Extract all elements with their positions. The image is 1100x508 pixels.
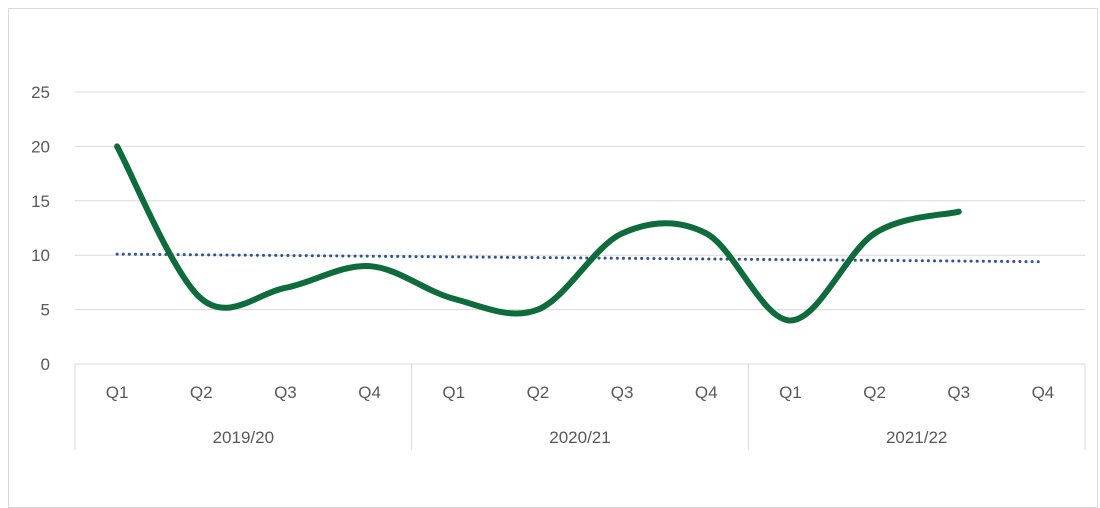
x-tick-label: Q3 [947,383,970,402]
plot-series [114,143,1045,324]
x-tick-label: Q4 [695,383,718,402]
x-tick-label: Q3 [611,383,634,402]
chart-area [8,8,1098,508]
trendline [115,252,1045,264]
group-label: 2021/22 [886,428,947,447]
y-tick-label: 10 [31,246,50,265]
group-label: 2019/20 [213,428,274,447]
x-tick-label: Q1 [106,383,129,402]
y-tick-label: 25 [31,83,50,102]
x-tick-label: Q2 [190,383,213,402]
x-tick-label: Q1 [442,383,465,402]
y-axis-ticks: 0 5 10 15 20 25 [31,83,50,374]
gridlines [75,91,1085,311]
x-axis: Q1 Q2 Q3 Q4 Q1 Q2 Q3 Q4 Q1 Q2 Q3 Q4 2019/20 2020/21 20… [74,363,1086,450]
x-tick-label: Q3 [274,383,297,402]
series-line [114,143,962,324]
x-tick-label: Q2 [863,383,886,402]
group-label: 2020/21 [549,428,610,447]
y-tick-label: 5 [41,301,50,320]
y-tick-label: 0 [41,355,50,374]
y-tick-label: 15 [31,192,50,211]
y-tick-label: 20 [31,137,50,156]
x-tick-label: Q1 [779,383,802,402]
x-tick-label: Q4 [1032,383,1055,402]
x-tick-label: Q2 [527,383,550,402]
x-tick-label: Q4 [358,383,381,402]
